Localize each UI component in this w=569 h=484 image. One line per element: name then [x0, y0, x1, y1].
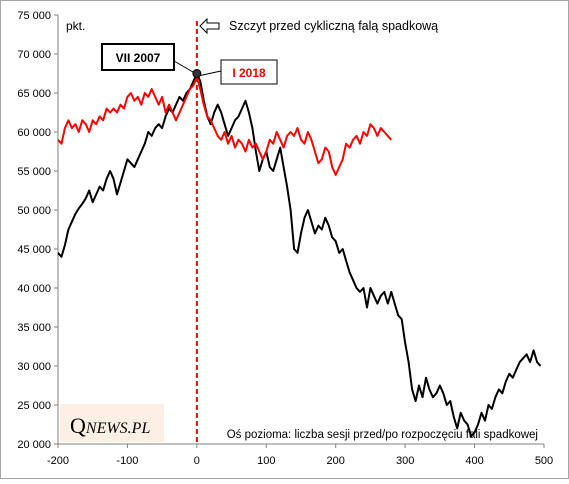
y-tick-label: 60 000 [17, 127, 51, 139]
legend-box-2007-frame [101, 43, 175, 71]
x-tick-label: 400 [465, 455, 483, 467]
x-axis-ticks: -200 -100 0 100 200 300 400 500 [47, 444, 553, 467]
x-tick-label: -200 [47, 455, 69, 467]
x-tick-label: 100 [257, 455, 275, 467]
series-label-2018: I 2018 [232, 66, 266, 80]
x-tick-label: -100 [116, 455, 138, 467]
y-tick-label: 65 000 [17, 88, 51, 100]
brand-logo-text: QNEWS.PL [70, 413, 150, 438]
series-group [57, 72, 542, 438]
x-tick-label: 500 [535, 455, 553, 467]
legend-box-2018: I 2018 [220, 59, 278, 85]
y-tick-label: 30 000 [17, 361, 51, 373]
y-tick-label: 25 000 [17, 400, 51, 412]
y-tick-label: 75 000 [17, 10, 51, 22]
x-tick-label: 200 [327, 455, 345, 467]
brand-logo-bg [60, 404, 164, 442]
series-line-2018 [57, 76, 393, 176]
series-line-2007 [57, 72, 542, 438]
peak-annotation: Szczyt przed cykliczną falą spadkową [199, 17, 438, 35]
brand-logo: QNEWS.PL [60, 404, 164, 442]
peak-marker [192, 69, 202, 78]
legend-box-2018-frame [220, 59, 278, 85]
legend-box-2007: VII 2007 [101, 43, 175, 71]
left-arrow-icon [199, 17, 220, 35]
y-tick-label: 45 000 [17, 244, 51, 256]
y-tick-label: 55 000 [17, 166, 51, 178]
peak-annotation-text: Szczyt przed cykliczną falą spadkową [229, 19, 438, 33]
y-tick-label: 35 000 [17, 322, 51, 334]
x-axis-label: Oś pozioma: liczba sesji przed/po rozpoc… [227, 429, 538, 441]
legend-leader-2018 [197, 70, 222, 77]
x-tick-label: 300 [396, 455, 414, 467]
x-tick-label: 0 [194, 455, 200, 467]
y-tick-label: 50 000 [17, 205, 51, 217]
y-tick-label: 70 000 [17, 49, 51, 61]
legend-leader-2007 [173, 60, 194, 73]
series-label-2007: VII 2007 [116, 51, 161, 65]
unit-label: pkt. [66, 19, 85, 33]
y-tick-label: 20 000 [17, 439, 51, 451]
y-axis-ticks: 20 000 25 000 30 000 35 000 40 000 45 000 50 0… [17, 10, 58, 451]
y-tick-label: 40 000 [17, 283, 51, 295]
